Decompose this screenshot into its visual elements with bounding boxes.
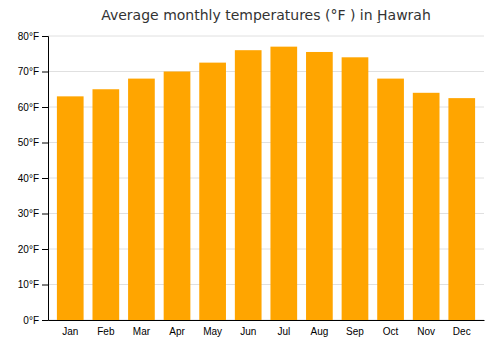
tick-label: Nov — [417, 326, 435, 337]
bar — [164, 72, 191, 321]
tick: 40°F — [18, 173, 48, 184]
bar — [377, 79, 404, 320]
bar — [413, 93, 440, 320]
tick: 0°F — [23, 315, 48, 326]
grid-line — [48, 36, 484, 37]
tick: 60°F — [18, 102, 48, 113]
tick: Feb — [97, 326, 115, 337]
tick-mark — [42, 36, 48, 37]
tick-label: Dec — [453, 326, 471, 337]
tick-label: 30°F — [18, 208, 39, 219]
grid-line — [48, 71, 484, 72]
axis-line — [42, 37, 49, 321]
tick-label: Oct — [383, 326, 399, 337]
tick: Aug — [310, 326, 328, 337]
tick: 30°F — [18, 208, 48, 219]
tick-mark — [42, 72, 48, 73]
tick-label: 60°F — [18, 102, 39, 113]
bar — [270, 47, 297, 320]
tick: Dec — [453, 326, 471, 337]
tick: 20°F — [18, 244, 48, 255]
title: Average monthly temperatures (°F ) in Ḩa… — [101, 7, 431, 23]
tick-mark — [42, 249, 48, 250]
tick-mark — [42, 320, 48, 321]
tick-label: 80°F — [18, 31, 39, 42]
tick: 80°F — [18, 31, 48, 42]
tick-mark — [42, 178, 48, 179]
tick-label: 10°F — [18, 279, 39, 290]
tick: Jul — [277, 326, 290, 337]
tick-label: Jul — [277, 326, 290, 337]
tick-label: 0°F — [23, 315, 39, 326]
tick: Oct — [383, 326, 399, 337]
tick: 10°F — [18, 279, 48, 290]
bars — [57, 47, 475, 320]
plot: 0°F 10°F 20°F 30°F 40°F 50°F 60°F 70°F 80°F Jan Fe… — [18, 31, 485, 337]
bar — [57, 96, 84, 320]
tick-label: 70°F — [18, 66, 39, 77]
axis-line — [49, 320, 485, 321]
chart: 0°F 10°F 20°F 30°F 40°F 50°F 60°F 70°F 80°F Jan Fe… — [0, 0, 500, 350]
y-axis: 0°F 10°F 20°F 30°F 40°F 50°F 60°F 70°F 80°F — [18, 31, 49, 326]
bar — [128, 79, 155, 320]
tick-mark — [42, 107, 48, 108]
tick-mark — [42, 143, 48, 144]
tick: Apr — [169, 326, 185, 337]
bar — [235, 50, 262, 320]
tick-mark — [42, 285, 48, 286]
bar — [199, 63, 226, 320]
tick-label: 20°F — [18, 244, 39, 255]
bar — [306, 52, 333, 320]
tick-label: Feb — [97, 326, 115, 337]
tick: May — [203, 326, 222, 337]
tick-label: Jan — [62, 326, 78, 337]
tick-label: Sep — [346, 326, 364, 337]
tick-label: Mar — [133, 326, 151, 337]
tick-mark — [42, 214, 48, 215]
tick: 70°F — [18, 66, 48, 77]
tick: 50°F — [18, 137, 48, 148]
x-axis: Jan Feb Mar Apr May Jun Jul Aug Sep Oct Nov Dec — [49, 321, 485, 338]
tick-label: Aug — [310, 326, 328, 337]
bar — [92, 89, 119, 320]
tick-label: 50°F — [18, 137, 39, 148]
tick: Nov — [417, 326, 435, 337]
tick: Mar — [133, 326, 151, 337]
tick: Jan — [62, 326, 78, 337]
tick: Jun — [240, 326, 256, 337]
tick-label: Apr — [169, 326, 185, 337]
tick: Sep — [346, 326, 364, 337]
tick-label: May — [203, 326, 222, 337]
bar — [342, 57, 369, 320]
tick-label: Jun — [240, 326, 256, 337]
grid — [48, 36, 484, 320]
bar — [448, 98, 475, 320]
tick-label: 40°F — [18, 173, 39, 184]
